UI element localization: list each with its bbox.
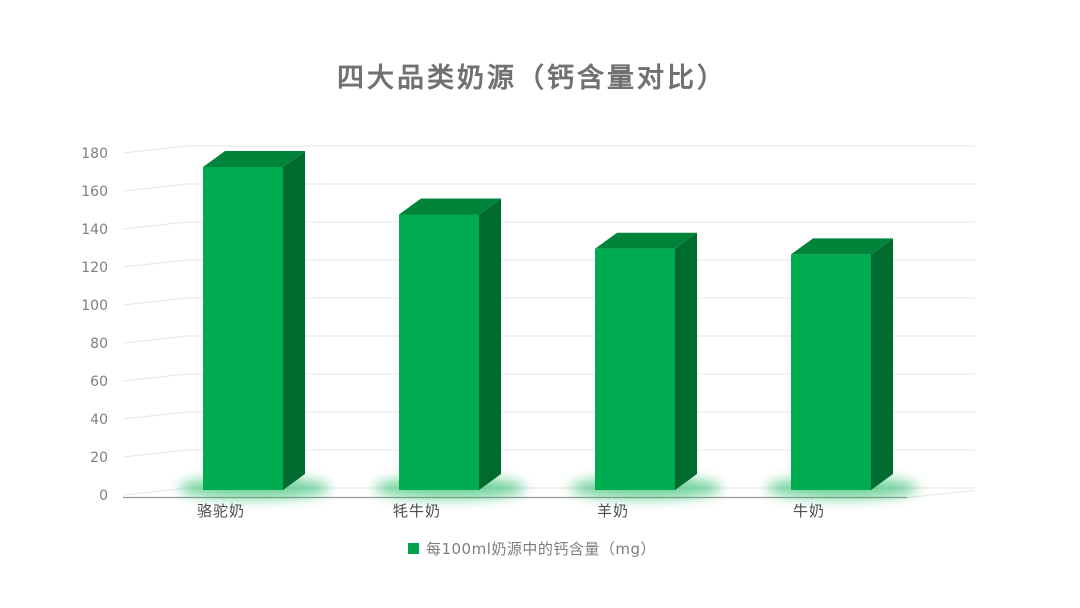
gridline-wall bbox=[122, 259, 188, 268]
bar-front-face bbox=[595, 248, 675, 490]
gridline-wall bbox=[122, 183, 188, 192]
y-tick-label: 100 bbox=[81, 298, 108, 314]
bar-top-face bbox=[791, 238, 893, 255]
gridline-wall bbox=[122, 373, 188, 382]
y-tick-label: 80 bbox=[90, 336, 108, 352]
y-tick-label: 160 bbox=[81, 184, 108, 200]
gridline-wall bbox=[122, 297, 188, 306]
bar-side-face bbox=[871, 238, 893, 490]
bar-top-face bbox=[399, 198, 501, 215]
gridline-wall bbox=[122, 449, 188, 458]
gridline-wall bbox=[122, 221, 188, 230]
bar-front-face bbox=[791, 254, 871, 490]
bar-3 bbox=[791, 238, 893, 490]
bar-layer bbox=[203, 151, 893, 490]
y-tick-label: 40 bbox=[90, 412, 108, 428]
gridline-wall bbox=[122, 335, 188, 344]
bar-side-face bbox=[283, 151, 305, 490]
x-category-label: 牦牛奶 bbox=[393, 502, 441, 520]
bar-top-face bbox=[203, 151, 305, 167]
chart-legend: 每100ml奶源中的钙含量（mg） bbox=[0, 538, 1064, 559]
bar-front-face bbox=[399, 214, 479, 490]
bar-0 bbox=[203, 151, 305, 490]
gridline-wall bbox=[122, 487, 188, 496]
legend-label: 每100ml奶源中的钙含量（mg） bbox=[425, 540, 657, 558]
y-tick-label: 140 bbox=[81, 222, 108, 238]
bar-side-face bbox=[479, 198, 501, 490]
bar-2 bbox=[595, 232, 697, 490]
gridline-wall bbox=[122, 145, 188, 154]
bar-front-face bbox=[203, 167, 283, 490]
gridline-wall bbox=[122, 411, 188, 420]
y-tick-label: 180 bbox=[81, 146, 108, 162]
x-category-label: 牛奶 bbox=[793, 502, 825, 520]
floor-right-edge bbox=[906, 490, 976, 498]
y-tick-label: 0 bbox=[99, 488, 108, 504]
y-tick-label: 120 bbox=[81, 260, 108, 276]
bar-1 bbox=[399, 198, 501, 490]
bar-top-face bbox=[595, 232, 697, 249]
axis-label-layer: 0 20 40 60 80 100 120 140 160 180 骆驼奶 牦牛奶 羊奶 牛奶 bbox=[81, 146, 825, 520]
legend-marker-icon bbox=[407, 543, 419, 554]
x-category-label: 骆驼奶 bbox=[197, 502, 245, 520]
y-tick-label: 60 bbox=[90, 374, 108, 390]
x-category-label: 羊奶 bbox=[597, 502, 629, 520]
bar-side-face bbox=[675, 232, 697, 490]
chart-title: 四大品类奶源（钙含量对比） bbox=[337, 63, 727, 94]
y-tick-label: 20 bbox=[90, 450, 108, 466]
